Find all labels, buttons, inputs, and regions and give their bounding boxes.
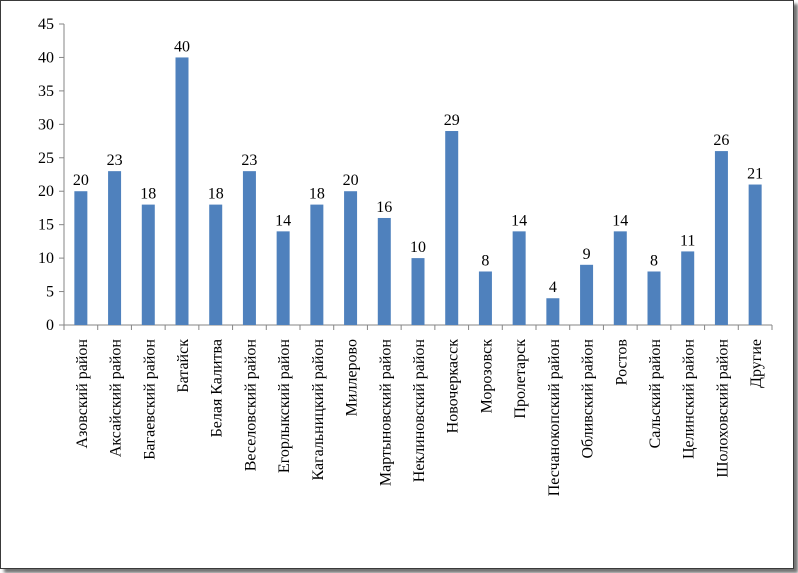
category-label: Песчанокопский район [546, 339, 563, 497]
bar [411, 258, 425, 325]
data-label: 8 [650, 252, 658, 269]
category-label: Целинский район [681, 339, 698, 459]
data-label: 14 [275, 212, 291, 229]
data-label: 23 [107, 152, 123, 169]
y-tick-label: 15 [38, 217, 54, 234]
data-label: 18 [208, 186, 224, 203]
y-tick-label: 5 [46, 284, 54, 301]
bar [580, 264, 594, 325]
bar [141, 204, 155, 325]
category-label: Мартыновский район [377, 339, 394, 487]
category-label: Кагальницкий район [310, 339, 327, 481]
data-label: 23 [241, 152, 257, 169]
bar [377, 217, 391, 325]
bar [276, 231, 290, 325]
bar [445, 131, 459, 325]
bar [748, 184, 762, 325]
category-label: Другие [748, 339, 765, 388]
category-label: Шолоховский район [714, 339, 731, 478]
category-label: Азовский район [74, 339, 91, 449]
bar [175, 57, 189, 325]
bar [242, 171, 256, 325]
category-label: Аксайский район [108, 339, 125, 458]
data-label: 21 [747, 166, 763, 183]
category-label: Морозовск [478, 339, 495, 414]
y-tick-label: 35 [38, 83, 54, 100]
data-label: 4 [549, 279, 557, 296]
category-label: Миллерово [344, 339, 361, 416]
bar [613, 231, 627, 325]
data-label: 14 [612, 212, 628, 229]
y-tick-label: 30 [38, 116, 54, 133]
y-tick-label: 25 [38, 150, 54, 167]
bar [108, 171, 122, 325]
bar [681, 251, 695, 325]
data-label: 18 [309, 186, 325, 203]
data-label: 18 [140, 186, 156, 203]
data-label: 20 [343, 172, 359, 189]
category-label: Багаевский район [141, 339, 158, 460]
category-label: Пролетарск [512, 339, 529, 419]
bar [478, 271, 492, 325]
category-label: Неклиновский район [411, 339, 428, 483]
data-label: 9 [583, 246, 591, 263]
data-label: 29 [444, 112, 460, 129]
data-label: 8 [481, 252, 489, 269]
data-label: 26 [713, 132, 729, 149]
bar [714, 151, 728, 325]
category-label: Новочеркасск [445, 339, 462, 434]
y-tick-label: 45 [38, 16, 54, 33]
category-label: Батайск [175, 339, 192, 393]
category-label: Веселовский район [242, 339, 259, 472]
category-label: Белая Калитва [209, 339, 226, 437]
bar [546, 298, 560, 325]
bar [74, 191, 88, 325]
bar [310, 204, 324, 325]
category-label: Сальский район [647, 339, 664, 449]
y-tick-label: 10 [38, 250, 54, 267]
data-label: 16 [376, 199, 392, 216]
category-label: Егорлыкский район [276, 339, 293, 474]
category-label: Ростов [613, 339, 630, 386]
bar [647, 271, 661, 325]
bar [512, 231, 526, 325]
y-tick-label: 20 [38, 183, 54, 200]
bar [209, 204, 223, 325]
category-label: Обливский район [580, 339, 597, 459]
data-label: 20 [73, 172, 89, 189]
data-label: 10 [410, 239, 426, 256]
y-tick-label: 40 [38, 49, 54, 66]
data-label: 14 [511, 212, 527, 229]
data-label: 11 [680, 232, 695, 249]
data-label: 40 [174, 38, 190, 55]
y-tick-label: 0 [46, 317, 54, 334]
bar [344, 191, 358, 325]
